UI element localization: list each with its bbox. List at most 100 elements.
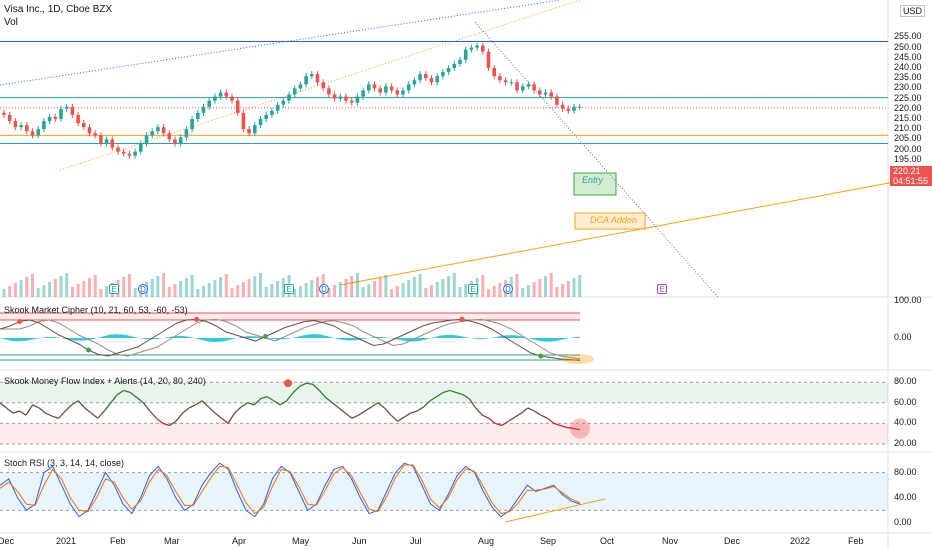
volume-bar xyxy=(241,282,245,297)
mfi-line-segment xyxy=(292,385,301,393)
mfi-line-segment xyxy=(6,407,14,414)
volume-bar xyxy=(293,289,297,297)
mfi-line-segment xyxy=(38,407,47,414)
earnings-marker[interactable]: E xyxy=(657,284,667,294)
mfi-line-segment xyxy=(344,412,353,419)
candle-body xyxy=(82,123,86,128)
mfi-line-segment xyxy=(156,417,164,424)
mfi-line-segment xyxy=(455,391,463,396)
volume-bar xyxy=(184,278,188,297)
candle-body xyxy=(310,74,314,77)
earnings-marker[interactable]: E xyxy=(468,284,478,294)
mfi-line-segment xyxy=(475,407,483,416)
mfi-line-segment xyxy=(534,410,542,416)
candle-body xyxy=(435,76,439,83)
candle-body xyxy=(127,153,132,156)
candle-body xyxy=(213,96,217,101)
candle-body xyxy=(144,135,149,144)
mfi-line-segment xyxy=(116,389,125,396)
dividend-marker[interactable]: D xyxy=(503,284,513,294)
stoch-d-line xyxy=(0,464,581,515)
mfi-line-segment xyxy=(253,398,262,406)
mfi-indicator-title[interactable]: Skook Money Flow Index + Alerts (14, 20,… xyxy=(4,376,206,386)
cipher-overbought-zone xyxy=(0,313,580,320)
last-price-value: 220.21 xyxy=(893,166,921,176)
price-axis-label: 245.00 xyxy=(894,51,922,62)
cipher-fast-line xyxy=(0,318,581,361)
candle-body xyxy=(133,151,137,156)
candle-body xyxy=(572,106,576,111)
volume-bar xyxy=(373,281,376,297)
volume-bar xyxy=(487,289,490,297)
time-axis-label: Feb xyxy=(848,536,864,546)
candle-body xyxy=(184,129,189,138)
candle-body xyxy=(520,86,525,91)
cipher-cross-dot xyxy=(85,347,91,353)
volume-bar xyxy=(310,280,314,297)
volume-bar xyxy=(338,282,342,297)
volume-bar xyxy=(458,287,462,297)
mfi-line-segment xyxy=(64,404,73,412)
volume-bar xyxy=(316,277,319,297)
volume-bar xyxy=(162,273,166,297)
volume-bar xyxy=(355,273,359,297)
mfi-line-segment xyxy=(442,389,450,394)
bar-countdown: 04:51:55 xyxy=(893,176,929,186)
candle-body xyxy=(235,100,240,113)
candle-body xyxy=(218,92,223,97)
candle-body xyxy=(424,74,428,79)
candle-body xyxy=(161,127,166,134)
mfi-line-segment xyxy=(547,417,555,424)
dividend-marker[interactable]: D xyxy=(319,284,329,294)
stoch-rsi-indicator-title[interactable]: Stoch RSI (3, 3, 14, 14, close) xyxy=(4,458,125,468)
mfi-line-segment xyxy=(338,407,346,414)
volume-bar xyxy=(407,280,411,297)
candle-body xyxy=(258,119,263,126)
volume-bar xyxy=(105,286,109,297)
dividend-marker[interactable]: D xyxy=(138,284,148,294)
mfi-axis-label: 40.00 xyxy=(894,417,917,428)
mfi-line-segment xyxy=(527,407,535,412)
dca-addon-note[interactable]: DCA Addon xyxy=(590,215,637,225)
volume-bar xyxy=(412,277,416,297)
mfi-alert-dot xyxy=(284,379,292,388)
volume-bar xyxy=(8,286,12,297)
candle-body xyxy=(475,45,479,48)
mfi-line-segment xyxy=(182,407,190,414)
volume-bar xyxy=(481,275,485,297)
candle-body xyxy=(292,88,297,95)
earnings-marker[interactable]: E xyxy=(109,284,119,294)
candle-body xyxy=(549,92,553,97)
earnings-marker[interactable]: E xyxy=(284,284,294,294)
mfi-line-segment xyxy=(25,404,34,416)
cipher-indicator-title[interactable]: Skook Market Cipher (10, 21, 60, 53, -60… xyxy=(4,305,188,315)
volume-bar xyxy=(430,285,433,297)
mfi-line-segment xyxy=(71,400,79,406)
time-axis-label: Sep xyxy=(540,536,557,546)
entry-note[interactable]: Entry xyxy=(582,175,604,185)
mfi-line-segment xyxy=(364,406,372,412)
time-axis-label: Mar xyxy=(164,536,180,546)
time-axis-label: Feb xyxy=(110,536,126,546)
cipher-highlight xyxy=(562,354,594,364)
time-axis-label: Jun xyxy=(352,536,367,546)
volume-bar xyxy=(253,276,257,297)
candle-body xyxy=(281,100,286,105)
candle-body xyxy=(264,114,268,119)
volume-bar xyxy=(378,278,382,297)
mfi-line-segment xyxy=(136,397,144,404)
candle-body xyxy=(452,63,457,68)
time-axis-label: 2021 xyxy=(56,536,77,546)
volume-bar xyxy=(179,281,183,297)
candle-body xyxy=(372,84,377,89)
mfi-line-segment xyxy=(410,410,418,414)
volume-bar xyxy=(532,282,536,297)
volume-bar xyxy=(224,274,228,297)
mfi-line-segment xyxy=(377,402,385,409)
mfi-line-segment xyxy=(129,391,138,399)
volume-bar xyxy=(344,279,348,297)
volume-bar xyxy=(88,278,91,297)
currency-button[interactable]: USD xyxy=(900,5,926,17)
candle-body xyxy=(47,116,52,122)
